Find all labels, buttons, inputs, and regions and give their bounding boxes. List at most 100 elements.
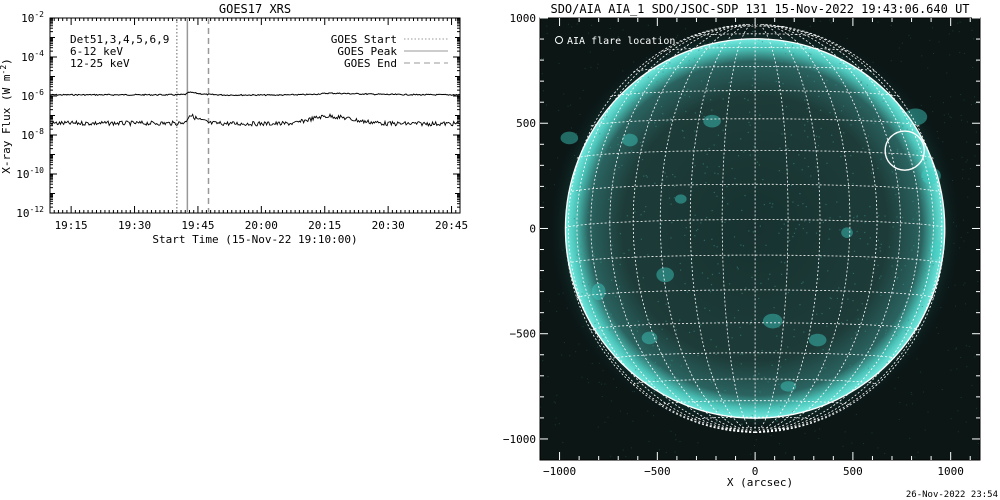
aia-disk-texture [790,134,792,136]
aia-disk-texture [789,239,791,242]
aia-disk-texture [604,137,606,139]
aia-noise-speck [950,418,952,420]
aia-noise-speck [929,39,931,41]
aia-disk-texture [748,230,750,232]
aia-disk-texture [822,221,824,223]
aia-noise-speck [897,377,899,379]
aia-ytick-label: 500 [516,117,536,130]
aia-noise-speck [947,113,949,115]
aia-noise-speck [966,366,968,368]
aia-disk-texture [657,300,659,303]
aia-disk-texture [642,277,644,279]
aia-disk-texture [800,79,803,81]
aia-noise-speck [968,346,970,348]
aia-noise-speck [968,178,970,180]
aia-disk-texture [688,331,691,334]
aia-flare-location-marker[interactable] [884,130,925,171]
aia-noise-speck [964,282,966,284]
aia-disk-texture [851,353,853,355]
aia-disk-texture [694,214,696,216]
aia-disk-texture [808,56,811,59]
aia-disk-texture [709,309,711,312]
aia-disk-texture [829,111,831,114]
aia-disk-texture [778,326,780,328]
aia-noise-speck [952,30,954,32]
aia-noise-speck [630,447,632,449]
aia-disk-texture [902,125,904,127]
aia-disk-texture [916,310,918,312]
aia-noise-speck [647,24,649,26]
aia-noise-speck [604,421,606,423]
goes-xtick-label: 20:15 [308,219,341,232]
aia-disk-texture [880,275,882,277]
aia-disk-texture [905,331,907,333]
aia-noise-speck [962,169,964,171]
aia-noise-speck [540,320,542,322]
aia-disk-texture [580,245,582,248]
aia-disk-texture [787,147,789,150]
aia-disk-texture [618,166,620,169]
aia-disk-texture [608,329,611,331]
aia-disk-texture [880,158,882,160]
aia-disk-texture [661,328,663,330]
aia-disk-texture [869,237,871,239]
aia-disk-texture [795,228,797,230]
aia-disk-texture [655,125,657,127]
aia-disk-texture [670,237,672,239]
aia-noise-speck [598,381,600,383]
aia-active-region [656,267,674,283]
aia-noise-speck [588,382,590,384]
aia-disk-texture [687,88,689,90]
aia-disk-texture [852,172,854,175]
aia-disk-texture [679,262,681,265]
aia-disk-texture [888,246,890,248]
aia-noise-speck [785,18,787,20]
aia-disk-texture [822,349,824,351]
aia-disk-texture [733,317,736,319]
aia-disk-texture [602,336,604,338]
aia-disk-texture [600,261,602,263]
aia-disk-texture [906,128,908,130]
aia-disk-texture [775,80,777,83]
aia-disk-texture [593,256,596,258]
aia-noise-speck [920,104,922,106]
aia-disk-texture [759,353,761,355]
aia-disk-texture [781,133,783,135]
aia-disk-texture [779,147,781,149]
aia-disk-texture [776,420,778,422]
aia-noise-speck [944,122,946,124]
aia-noise-speck [924,429,926,431]
aia-noise-speck [619,410,621,412]
aia-noise-speck [936,327,938,329]
aia-noise-speck [541,58,543,60]
aia-disk-texture [749,67,751,69]
aia-disk-texture [753,375,755,377]
aia-disk-texture [694,235,696,237]
aia-disk-texture [602,295,604,297]
aia-noise-speck [975,61,977,63]
aia-noise-speck [971,385,973,387]
aia-noise-speck [540,406,542,408]
aia-noise-speck [779,443,781,445]
aia-disk-texture [776,315,778,317]
aia-disk-texture [798,154,800,156]
aia-noise-speck [569,104,571,106]
aia-noise-speck [596,67,598,69]
aia-noise-speck [569,355,571,357]
aia-disk-texture [593,253,595,255]
aia-ytick-label: 0 [529,222,536,235]
aia-disk-texture [797,204,799,207]
aia-disk-texture [829,217,831,219]
footer-timestamp: 26-Nov-2022 23:54 [906,490,998,500]
aia-disk-texture [818,278,820,280]
aia-disk-texture [818,69,820,72]
aia-disk-texture [793,329,795,331]
aia-legend-label: AIA flare location [567,36,675,47]
aia-disk-texture [808,53,811,55]
aia-disk-texture [619,120,622,122]
aia-disk-texture [925,270,927,272]
aia-disk-texture [803,331,805,333]
aia-disk-texture [778,170,780,172]
aia-disk-texture [827,270,829,272]
aia-disk-texture [740,138,742,140]
